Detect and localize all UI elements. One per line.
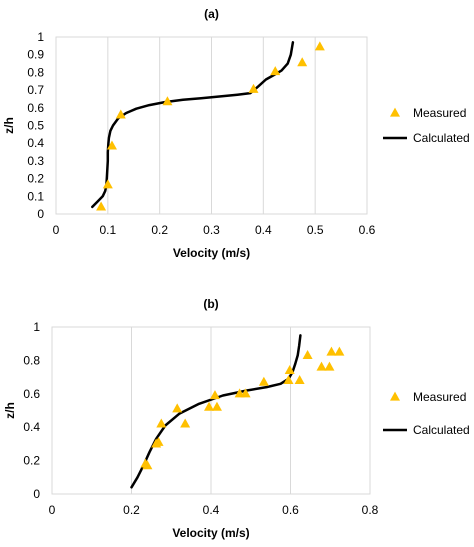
y-tick-label: 0.7 <box>27 83 44 97</box>
x-tick-label: 0.8 <box>362 503 379 517</box>
measured-point <box>142 460 153 470</box>
measured-point <box>204 401 215 411</box>
y-tick-label: 0.1 <box>27 189 44 203</box>
plot-area <box>51 326 371 495</box>
measured-point <box>106 140 117 150</box>
measured-point <box>302 349 313 359</box>
x-tick-label: 0.4 <box>255 223 272 237</box>
measured-point <box>102 179 113 189</box>
y-tick-label: 0.8 <box>27 65 44 79</box>
y-tick-label: 0.6 <box>27 101 44 115</box>
y-tick-label: 0.9 <box>27 48 44 62</box>
measured-point <box>283 375 294 385</box>
y-tick-label: 0.2 <box>23 454 40 468</box>
y-tick-label: 0.8 <box>23 353 40 367</box>
calculated-line <box>130 334 302 489</box>
measured-point <box>209 390 220 400</box>
y-tick-label: 0.4 <box>23 420 40 434</box>
chart-0: 0 0.1 0.2 0.3 0.4 0.5 0.6 0 0.1 0.2 0.3 0.4 0.5 0.6 0.… <box>2 7 470 260</box>
y-axis-title: z/h <box>3 402 17 419</box>
x-tick-label: 0.2 <box>123 503 140 517</box>
plot-area <box>55 36 368 215</box>
measured-point <box>324 361 335 371</box>
x-tick-label: 0.1 <box>99 223 116 237</box>
legend-label-calculated: Calculated <box>413 423 470 437</box>
x-axis-title: Velocity (m/s) <box>173 246 250 260</box>
y-tick-label: 0.6 <box>23 387 40 401</box>
y-tick-label: 0.5 <box>27 119 44 133</box>
measured-point <box>284 365 295 375</box>
legend-label-calculated: Calculated <box>413 131 470 145</box>
measured-point <box>314 41 325 51</box>
x-tick-label: 0 <box>49 503 56 517</box>
x-tick-label: 0.6 <box>359 223 376 237</box>
x-tick-label: 0.3 <box>203 223 220 237</box>
y-tick-label: 0.4 <box>27 136 44 150</box>
measured-point <box>316 361 327 371</box>
y-tick-label: 0 <box>33 487 40 501</box>
y-tick-label: 1 <box>37 30 44 44</box>
y-axis-title: z/h <box>2 117 16 134</box>
measured-point <box>334 346 345 356</box>
legend-marker-measured <box>390 107 400 117</box>
legend-label-measured: Measured <box>413 106 466 120</box>
measured-point <box>162 96 173 106</box>
x-tick-label: 0 <box>53 223 60 237</box>
chart-title: (b) <box>203 297 218 311</box>
y-tick-label: 0.3 <box>27 154 44 168</box>
x-tick-label: 0.2 <box>151 223 168 237</box>
measured-point <box>294 375 305 385</box>
y-tick-label: 0 <box>37 207 44 221</box>
chart-title: (a) <box>204 7 219 21</box>
measured-point <box>326 346 337 356</box>
measured-point <box>240 388 251 398</box>
measured-point <box>270 66 281 76</box>
measured-point <box>115 109 126 119</box>
measured-point <box>211 401 222 411</box>
y-tick-label: 0.2 <box>27 172 44 186</box>
measured-point <box>248 83 259 93</box>
chart-1: 0 0.2 0.4 0.6 0.8 0 0.2 0.4 0.6 0.8 1 (b) Velocity (… <box>3 297 470 540</box>
measured-point <box>297 57 308 67</box>
legend-marker-measured <box>390 391 400 401</box>
calculated-line <box>91 41 295 209</box>
x-tick-label: 0.4 <box>203 503 220 517</box>
x-tick-label: 0.6 <box>282 503 299 517</box>
x-axis-title: Velocity (m/s) <box>172 526 249 540</box>
measured-point <box>153 436 164 446</box>
x-tick-label: 0.5 <box>307 223 324 237</box>
measured-point <box>96 201 107 211</box>
measured-point <box>156 418 167 428</box>
y-tick-label: 1 <box>33 320 40 334</box>
measured-point <box>180 418 191 428</box>
measured-point <box>172 403 183 413</box>
legend-label-measured: Measured <box>413 390 466 404</box>
measured-point <box>258 376 269 386</box>
